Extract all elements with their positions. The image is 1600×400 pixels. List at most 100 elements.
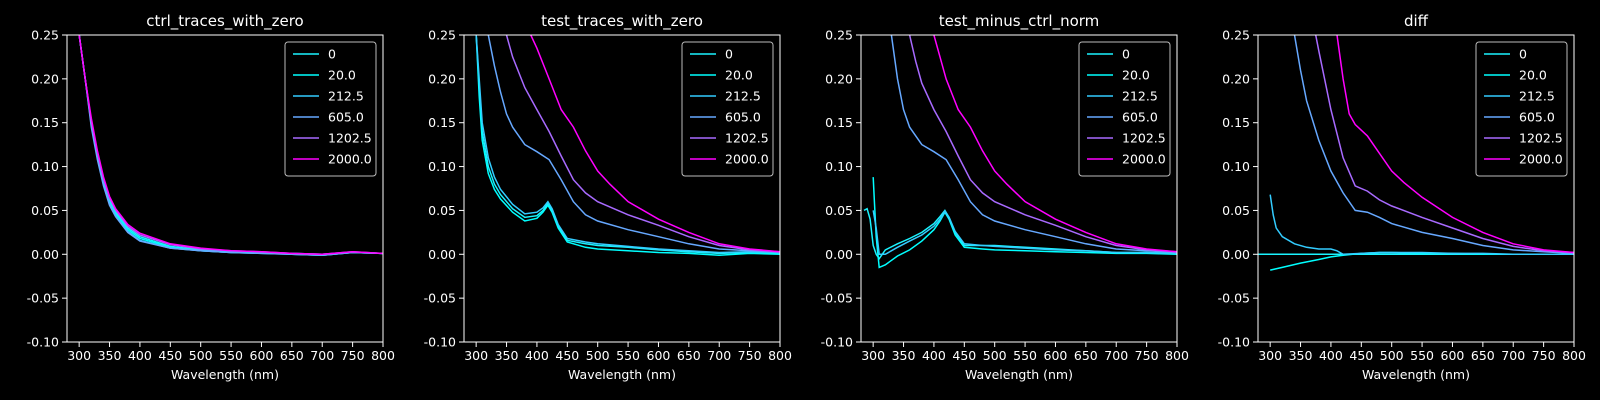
series-line-212.5 [475, 35, 780, 254]
y-tick-label: 0.00 [825, 247, 853, 262]
y-tick-label: 0.20 [428, 71, 456, 86]
chart-panel-4: diff 300 350 400 450 500 550 600 650 700 750 800 -0.… [1218, 12, 1586, 382]
y-tick-label: 0.05 [1222, 203, 1250, 218]
x-tick-label: 750 [1135, 348, 1159, 363]
y-tick-label: -0.10 [27, 335, 59, 350]
legend-label: 605.0 [1519, 110, 1555, 125]
legend: 0 20.0 212.5 605.0 1202.5 2000.0 [1078, 41, 1171, 177]
x-tick-label: 550 [1410, 348, 1434, 363]
x-tick-label: 300 [67, 348, 91, 363]
plot-frame [66, 34, 384, 343]
x-tick-label: 450 [158, 348, 182, 363]
x-axis-label: Wavelength (nm) [965, 367, 1073, 382]
legend-label: 0 [328, 47, 336, 62]
legend-label: 605.0 [725, 110, 761, 125]
x-tick-label: 400 [525, 348, 549, 363]
series-line-2000.0 [530, 35, 780, 253]
x-tick-label: 350 [495, 348, 519, 363]
x-tick-label: 450 [1349, 348, 1373, 363]
legend-label: 2000.0 [1519, 152, 1563, 167]
y-tick-label: -0.05 [1218, 291, 1250, 306]
series-line-1202.5 [1314, 35, 1574, 254]
chart-title: diff [1404, 12, 1429, 30]
x-tick-label: 800 [371, 348, 395, 363]
y-tick-label: 0.10 [825, 159, 853, 174]
series-group [78, 35, 383, 256]
chart-title: ctrl_traces_with_zero [146, 12, 303, 31]
x-tick-label: 700 [707, 348, 731, 363]
legend-label: 212.5 [725, 89, 761, 104]
legend-label: 2000.0 [328, 152, 372, 167]
series-group [475, 35, 780, 256]
legend-label: 2000.0 [725, 152, 769, 167]
x-tick-label: 400 [922, 348, 946, 363]
plot-frame [1257, 34, 1575, 343]
legend: 0 20.0 212.5 605.0 1202.5 2000.0 [284, 41, 377, 177]
x-tick-label: 300 [861, 348, 885, 363]
y-tick-label: 0.15 [428, 115, 456, 130]
y-tick-label: 0.15 [31, 115, 59, 130]
series-line-605.0 [890, 35, 1177, 254]
chart-panel-1: ctrl_traces_with_zero 300 350 400 450 500 550 6… [27, 12, 395, 382]
x-tick-label: 800 [768, 348, 792, 363]
x-tick-label: 350 [1289, 348, 1313, 363]
chart-panel-3: test_minus_ctrl_norm 300 350 400 450 500 550 60… [821, 12, 1189, 382]
legend-label: 212.5 [328, 89, 364, 104]
y-tick-label: -0.05 [821, 291, 853, 306]
legend-label: 605.0 [1122, 110, 1158, 125]
x-tick-label: 500 [983, 348, 1007, 363]
x-tick-label: 500 [1380, 348, 1404, 363]
x-tick-label: 650 [1471, 348, 1495, 363]
x-tick-label: 800 [1165, 348, 1189, 363]
x-tick-label: 450 [952, 348, 976, 363]
legend-label: 20.0 [1519, 68, 1547, 83]
legend-label: 0 [725, 47, 733, 62]
x-tick-label: 550 [1013, 348, 1037, 363]
x-tick-label: 450 [555, 348, 579, 363]
y-tick-label: 0.10 [428, 159, 456, 174]
y-tick-label: 0.15 [825, 115, 853, 130]
x-tick-label: 800 [1562, 348, 1586, 363]
legend-label: 0 [1122, 47, 1130, 62]
series-line-2000.0 [933, 35, 1177, 253]
x-tick-label: 400 [128, 348, 152, 363]
series-line-1202.5 [908, 35, 1177, 253]
legend-label: 2000.0 [1122, 152, 1166, 167]
x-tick-label: 350 [892, 348, 916, 363]
x-tick-label: 750 [738, 348, 762, 363]
x-tick-label: 500 [189, 348, 213, 363]
chart-title: test_traces_with_zero [541, 12, 703, 31]
x-tick-label: 650 [1074, 348, 1098, 363]
y-tick-label: 0.10 [1222, 159, 1250, 174]
y-tick-label: 0.00 [31, 247, 59, 262]
y-tick-label: 0.20 [1222, 71, 1250, 86]
y-tick-label: 0.25 [428, 28, 456, 43]
x-tick-label: 350 [98, 348, 122, 363]
y-tick-label: 0.00 [1222, 247, 1250, 262]
y-tick-label: -0.05 [424, 291, 456, 306]
legend-label: 1202.5 [725, 131, 769, 146]
plot-frame [463, 34, 781, 343]
x-tick-label: 700 [1501, 348, 1525, 363]
x-tick-label: 300 [464, 348, 488, 363]
series-line-2000.0 [78, 35, 383, 256]
y-tick-label: 0.10 [31, 159, 59, 174]
series-group [1258, 35, 1574, 271]
y-tick-label: 0.25 [31, 28, 59, 43]
y-tick-label: 0.20 [31, 71, 59, 86]
x-tick-label: 600 [1044, 348, 1068, 363]
legend-label: 1202.5 [1519, 131, 1563, 146]
y-tick-label: 0.00 [428, 247, 456, 262]
y-tick-label: 0.05 [825, 203, 853, 218]
series-line-2000.0 [1336, 35, 1574, 254]
y-tick-label: -0.10 [1218, 335, 1250, 350]
series-line-212.5 [1269, 194, 1574, 256]
legend-label: 212.5 [1122, 89, 1158, 104]
x-tick-label: 650 [677, 348, 701, 363]
series-group [863, 35, 1177, 269]
chart-panel-2: test_traces_with_zero 300 350 400 450 500 550 6… [424, 12, 792, 382]
y-tick-label: 0.20 [825, 71, 853, 86]
series-line-212.5 [872, 209, 1177, 256]
x-tick-label: 600 [647, 348, 671, 363]
legend-label: 20.0 [725, 68, 753, 83]
